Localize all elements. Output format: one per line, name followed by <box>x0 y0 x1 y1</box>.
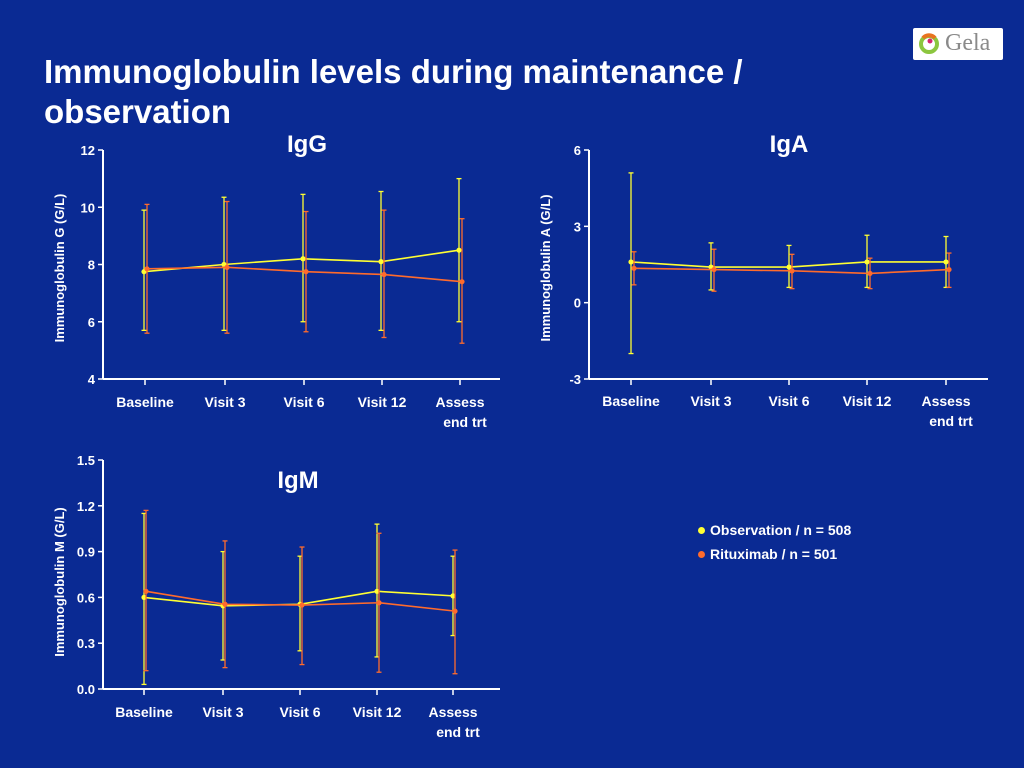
y-tick-label: 6 <box>88 315 95 330</box>
legend-label: Observation / n = 508 <box>710 522 852 538</box>
gela-logo: Gela <box>913 28 1003 60</box>
rituximab-data-point <box>143 588 149 594</box>
x-tick-label: Visit 3 <box>203 704 244 720</box>
rituximab-data-point <box>789 268 795 274</box>
rituximab-data-point <box>711 266 717 273</box>
x-tick-label: Assess end trt <box>428 704 480 740</box>
x-tick-label: Visit 12 <box>358 394 407 410</box>
y-tick-label: 0.9 <box>77 545 95 560</box>
y-tick-label: 3 <box>574 219 581 234</box>
x-tick-label: Visit 6 <box>769 393 810 409</box>
rituximab-data-point <box>224 264 230 270</box>
logo-mark-icon <box>919 33 939 54</box>
rituximab-data-point <box>452 608 458 614</box>
rituximab-series-line <box>146 266 463 283</box>
logo-text: Gela <box>945 30 991 56</box>
y-tick-label: 12 <box>81 143 95 158</box>
x-tick-label: Visit 3 <box>205 394 246 410</box>
y-tick-label: -3 <box>569 372 581 387</box>
rituximab-data-point <box>376 600 382 606</box>
observation-data-point <box>864 259 870 265</box>
y-tick-label: 1.2 <box>77 499 95 514</box>
observation-data-point <box>141 594 147 601</box>
x-tick-label: Visit 6 <box>284 394 325 410</box>
slide-title: Immunoglobulin levels during maintenance… <box>44 53 743 130</box>
legend: Observation / n = 508 Rituximab / n = 50… <box>698 518 851 566</box>
y-axis-label: Immunoglobulin A (G/L) <box>538 194 553 341</box>
rituximab-data-point <box>867 270 873 277</box>
rituximab-data-point <box>946 266 952 273</box>
rituximab-data-point <box>631 265 637 271</box>
rituximab-data-point <box>381 271 387 278</box>
rituximab-data-point <box>303 269 309 275</box>
x-tick-label: Baseline <box>116 394 174 410</box>
rituximab-data-point <box>144 266 150 272</box>
rituximab-data-point <box>222 601 228 607</box>
observation-data-point <box>450 593 456 599</box>
observation-data-point <box>786 264 792 270</box>
x-tick-label: Baseline <box>115 704 173 720</box>
x-tick-label: Assess end trt <box>435 394 487 430</box>
observation-data-point <box>628 259 634 265</box>
y-tick-label: 0.6 <box>77 590 95 605</box>
y-tick-label: 0.3 <box>77 636 95 651</box>
observation-data-point <box>378 259 384 265</box>
x-tick-label: Baseline <box>602 393 660 409</box>
x-tick-label: Assess end trt <box>921 393 973 429</box>
chart-title: IgG <box>287 131 327 158</box>
legend-dot-icon <box>698 550 705 558</box>
chart-title: IgA <box>770 131 809 158</box>
y-tick-label: 4 <box>88 372 96 387</box>
y-tick-label: 8 <box>88 258 95 273</box>
y-tick-label: 1.5 <box>77 453 95 468</box>
y-tick-label: 0 <box>574 296 581 311</box>
observation-data-point <box>456 247 462 253</box>
legend-label: Rituximab / n = 501 <box>710 546 838 562</box>
x-tick-label: Visit 6 <box>280 704 321 720</box>
x-tick-label: Visit 12 <box>843 393 892 409</box>
legend-dot-icon <box>698 526 705 534</box>
chart-title: IgM <box>277 467 318 494</box>
y-tick-label: 10 <box>81 200 95 215</box>
y-tick-label: 6 <box>574 143 581 158</box>
observation-data-point <box>374 588 380 594</box>
y-axis-label: Immunoglobulin G (G/L) <box>52 194 67 343</box>
legend-item-observation: Observation / n = 508 <box>698 518 851 542</box>
x-tick-label: Visit 12 <box>353 704 402 720</box>
y-axis-label: Immunoglobulin M (G/L) <box>52 507 67 656</box>
observation-data-point <box>943 259 949 265</box>
x-tick-label: Visit 3 <box>691 393 732 409</box>
legend-item-rituximab: Rituximab / n = 501 <box>698 542 851 566</box>
rituximab-data-point <box>299 602 305 608</box>
y-tick-label: 0.0 <box>77 682 95 697</box>
observation-data-point <box>300 256 306 262</box>
rituximab-data-point <box>459 279 465 285</box>
